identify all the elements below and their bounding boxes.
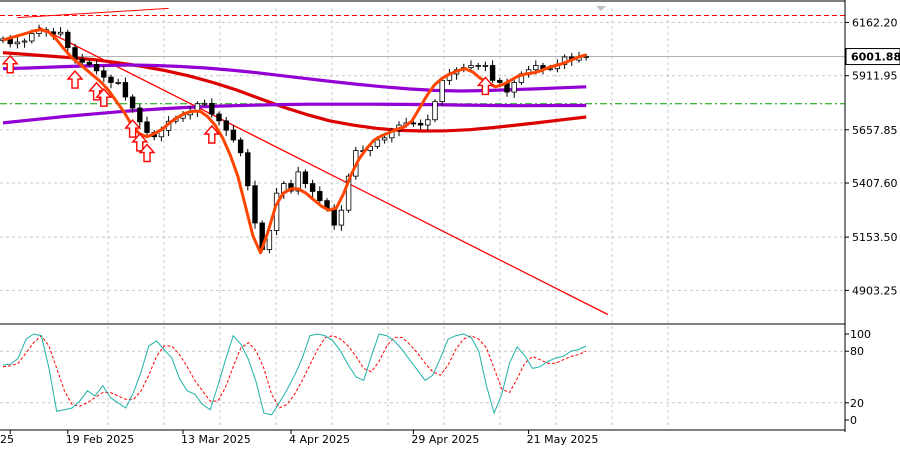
time-tick-label: 13 Mar 2025 xyxy=(181,433,251,446)
time-tick-label: 19 Feb 2025 xyxy=(66,433,134,446)
osc-tick-label: 0 xyxy=(850,414,857,427)
candle-up xyxy=(21,40,28,43)
candle-down xyxy=(86,61,93,65)
oscillator-axis: 100 80 20 0 xyxy=(845,328,871,427)
candle-down xyxy=(122,82,129,98)
candle-up xyxy=(482,65,489,67)
price-axis: 6162.20 5911.95 5657.85 5407.60 5153.50 4903.… xyxy=(845,16,900,297)
candle-up xyxy=(432,101,438,121)
candle-up xyxy=(201,102,208,105)
price-tick-label: 5911.95 xyxy=(852,70,898,83)
buy-arrow-icon xyxy=(203,124,221,144)
moving-average-line xyxy=(2,51,587,133)
candle-up xyxy=(345,175,352,211)
candle-down xyxy=(302,171,309,184)
candle-down xyxy=(309,183,316,192)
candle-down xyxy=(216,113,222,122)
candle-down xyxy=(101,70,107,78)
buy-arrow-icon xyxy=(131,132,149,152)
candle-up xyxy=(439,79,445,103)
candle-up xyxy=(29,33,35,42)
shift-marker-icon xyxy=(596,6,606,11)
candle-down xyxy=(237,139,244,154)
buy-arrow-icon xyxy=(95,88,113,107)
candle-up xyxy=(475,65,481,67)
candle-down xyxy=(79,58,85,63)
candle-down xyxy=(223,120,229,131)
buy-arrow-icon xyxy=(1,54,19,74)
candle-up xyxy=(374,139,381,147)
trendline-layer xyxy=(17,7,609,316)
time-tick-label: 25 xyxy=(0,433,14,446)
candle-down xyxy=(93,64,100,72)
candle-down xyxy=(230,129,237,141)
upper-channel-line xyxy=(17,7,169,19)
candle-down xyxy=(489,65,496,81)
signal-arrows xyxy=(1,54,494,163)
stochastic-signal-line xyxy=(2,334,587,409)
time-tick-label: 21 May 2025 xyxy=(527,433,599,446)
osc-tick-label: 100 xyxy=(850,328,871,341)
osc-tick-label: 20 xyxy=(850,397,864,410)
time-tick-label: 29 Apr 2025 xyxy=(411,433,479,446)
price-tick-label: 4903.25 xyxy=(852,284,898,297)
candle-down xyxy=(252,185,258,224)
buy-arrow-icon xyxy=(66,70,84,89)
candle-up xyxy=(511,82,517,93)
price-tick-label: 5407.60 xyxy=(852,177,898,190)
price-tick-label: 5657.85 xyxy=(852,124,898,137)
candle-down xyxy=(497,79,503,83)
candle-up xyxy=(533,65,539,71)
candle-down xyxy=(288,183,294,192)
candle-up xyxy=(338,209,345,226)
candle-up xyxy=(57,31,64,35)
candle-down xyxy=(317,191,323,202)
candle-down xyxy=(209,102,215,115)
candle-up xyxy=(381,137,388,141)
candle-down xyxy=(108,76,114,83)
candle-up xyxy=(425,119,431,126)
candle-down xyxy=(245,152,251,187)
chart-grid xyxy=(0,8,845,428)
candle-down xyxy=(144,121,150,133)
buy-arrow-icon xyxy=(124,118,142,138)
stochastic-oscillator xyxy=(2,333,587,416)
current-price-badge xyxy=(845,48,900,66)
stochastic-main-line xyxy=(2,333,587,416)
descending-trendline xyxy=(38,26,609,316)
candle-up xyxy=(115,82,121,84)
candle-up xyxy=(295,171,301,192)
price-tick-label: 6162.20 xyxy=(852,16,898,29)
candle-down xyxy=(137,107,143,123)
buy-arrow-icon xyxy=(138,143,156,163)
candle-down xyxy=(410,122,417,125)
time-axis: 25 19 Feb 2025 13 Mar 2025 4 Apr 2025 29 Apr… xyxy=(0,430,598,446)
candle-up xyxy=(468,65,474,68)
chart-frame xyxy=(0,0,846,432)
buy-arrow-icon xyxy=(476,76,494,96)
candle-up xyxy=(14,41,21,45)
moving-average-line xyxy=(2,102,587,125)
current-price-label: 6001.88 xyxy=(851,51,900,64)
candle-down xyxy=(417,122,424,126)
candle-down xyxy=(65,31,71,48)
candle-down xyxy=(129,96,136,109)
time-tick-label: 4 Apr 2025 xyxy=(289,433,350,446)
price-tick-label: 5153.50 xyxy=(852,231,898,244)
osc-tick-label: 80 xyxy=(850,345,864,358)
